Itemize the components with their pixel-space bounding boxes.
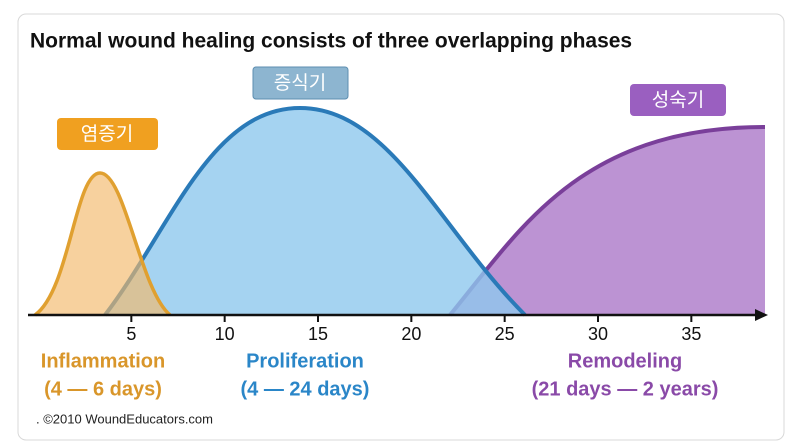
axis-arrow bbox=[755, 309, 768, 321]
badge-box bbox=[630, 84, 726, 116]
title: Normal wound healing consists of three o… bbox=[30, 30, 632, 53]
remodeling-area bbox=[450, 127, 765, 315]
badge-box bbox=[252, 66, 349, 100]
badge: 염증기 bbox=[81, 123, 133, 145]
phase-duration: (4 — 24 days) bbox=[241, 378, 370, 400]
x-tick-label: 15 bbox=[308, 324, 328, 344]
badge: 성숙기 bbox=[652, 89, 704, 111]
credit: . ©2010 WoundEducators.com bbox=[36, 411, 213, 426]
badge: 증식기 bbox=[274, 72, 326, 94]
x-tick-label: 20 bbox=[401, 324, 421, 344]
x-tick-label: 25 bbox=[495, 324, 515, 344]
inflammation-curve bbox=[33, 171, 172, 317]
x-tick-label: 5 bbox=[126, 324, 136, 344]
phase-duration: (21 days — 2 years) bbox=[532, 378, 719, 400]
x-tick-label: 10 bbox=[215, 324, 235, 344]
badge-box bbox=[57, 118, 158, 150]
x-tick-label: 35 bbox=[681, 324, 701, 344]
phase-name: Inflammation bbox=[41, 350, 165, 372]
phase-duration: (4 — 6 days) bbox=[44, 378, 162, 400]
phase-name: Proliferation bbox=[246, 350, 364, 372]
inflammation-area bbox=[35, 173, 170, 315]
x-ticks: 5 10 15 20 25 30 35 bbox=[126, 315, 701, 344]
phase-name: Remodeling bbox=[568, 350, 682, 372]
x-tick-label: 30 bbox=[588, 324, 608, 344]
proliferation-curve bbox=[103, 105, 527, 317]
